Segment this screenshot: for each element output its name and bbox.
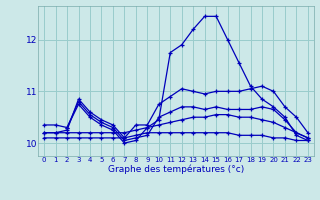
X-axis label: Graphe des températures (°c): Graphe des températures (°c) bbox=[108, 165, 244, 174]
